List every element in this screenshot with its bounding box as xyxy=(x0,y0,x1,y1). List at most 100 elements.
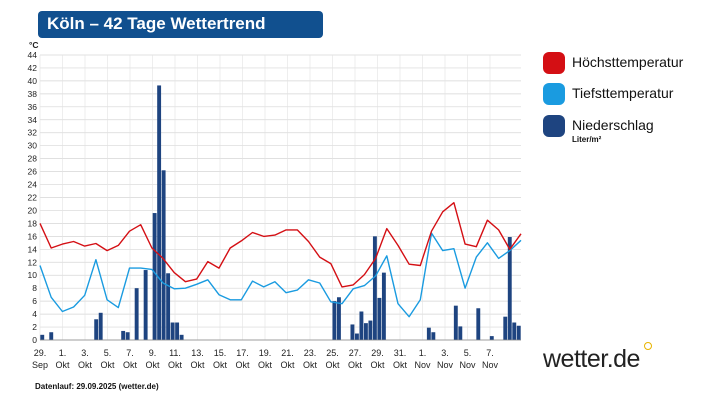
x-tick-month: Okt xyxy=(55,360,70,370)
x-tick-day: 3. xyxy=(441,348,449,358)
precipitation-bar xyxy=(121,330,126,340)
legend-precip-unit: Liter/m² xyxy=(572,135,602,144)
x-tick-month: Okt xyxy=(78,360,93,370)
x-tick-month: Okt xyxy=(145,360,160,370)
x-tick-month: Okt xyxy=(325,360,340,370)
precipitation-bar xyxy=(368,320,373,340)
y-tick-label: 24 xyxy=(28,180,38,190)
precipitation-bar xyxy=(516,325,521,340)
x-tick-day: 1. xyxy=(59,348,67,358)
precipitation-bar xyxy=(40,334,45,340)
legend-swatch-min xyxy=(543,83,565,105)
y-axis-unit: °C xyxy=(29,40,39,50)
precipitation-bar xyxy=(426,327,431,340)
y-tick-label: 42 xyxy=(28,63,38,73)
chart-title: Köln – 42 Tage Wettertrend xyxy=(47,14,266,33)
x-tick-day: 23. xyxy=(304,348,317,358)
precipitation-bar xyxy=(359,311,364,340)
legend-swatch-max xyxy=(543,52,565,74)
x-tick-day: 25. xyxy=(326,348,339,358)
precipitation-bar xyxy=(332,301,337,340)
precipitation-bar xyxy=(170,322,175,340)
x-tick-month: Sep xyxy=(32,360,48,370)
precipitation-bar xyxy=(125,332,130,340)
x-tick-day: 15. xyxy=(214,348,227,358)
x-tick-month: Okt xyxy=(190,360,205,370)
legend-label-max: Höchsttemperatur xyxy=(572,54,684,70)
x-tick-day: 7. xyxy=(126,348,134,358)
x-tick-day: 13. xyxy=(191,348,204,358)
x-tick-day: 1. xyxy=(419,348,427,358)
precipitation-bar xyxy=(354,333,359,340)
precipitation-bar xyxy=(179,334,184,340)
precipitation-bar xyxy=(507,237,512,340)
y-tick-label: 16 xyxy=(28,231,38,241)
x-tick-day: 11. xyxy=(169,348,181,358)
brand-logo: wetter.de xyxy=(543,345,640,373)
title-banner: Köln – 42 Tage Wettertrend xyxy=(38,11,323,38)
x-tick-month: Okt xyxy=(213,360,228,370)
y-tick-label: 10 xyxy=(28,270,38,280)
precipitation-bar xyxy=(161,170,166,340)
precipitation-bar xyxy=(157,85,162,341)
precipitation-bar xyxy=(512,322,517,340)
y-tick-label: 12 xyxy=(28,257,38,267)
precipitation-bar xyxy=(458,326,463,340)
x-tick-month: Nov xyxy=(414,360,431,370)
x-tick-month: Okt xyxy=(123,360,138,370)
x-tick-day: 19. xyxy=(259,348,272,358)
precipitation-bar xyxy=(431,332,436,340)
x-tick-month: Okt xyxy=(303,360,318,370)
precipitation-bar xyxy=(152,213,157,340)
y-tick-label: 22 xyxy=(28,193,38,203)
y-tick-label: 40 xyxy=(28,76,38,86)
x-tick-month: Nov xyxy=(482,360,499,370)
x-tick-month: Okt xyxy=(235,360,250,370)
x-tick-day: 27. xyxy=(349,348,362,358)
brand-dot-icon xyxy=(644,342,652,350)
x-tick-day: 29. xyxy=(371,348,384,358)
y-tick-label: 26 xyxy=(28,167,38,177)
footer-data-run: Datenlauf: 29.09.2025 (wetter.de) xyxy=(35,382,159,391)
x-tick-month: Okt xyxy=(370,360,385,370)
x-tick-month: Nov xyxy=(459,360,476,370)
y-tick-label: 32 xyxy=(28,128,38,138)
x-tick-month: Okt xyxy=(393,360,408,370)
x-tick-day: 29. xyxy=(34,348,47,358)
y-tick-label: 18 xyxy=(28,218,38,228)
x-tick-month: Okt xyxy=(258,360,273,370)
legend-swatch-precip xyxy=(543,115,565,137)
y-tick-label: 4 xyxy=(32,309,37,319)
precipitation-bar xyxy=(166,273,171,340)
precipitation-bar xyxy=(381,272,386,340)
x-tick-month: Okt xyxy=(168,360,183,370)
precipitation-bar xyxy=(350,324,355,340)
x-tick-month: Nov xyxy=(437,360,454,370)
y-tick-label: 44 xyxy=(28,50,38,60)
y-tick-label: 14 xyxy=(28,244,38,254)
precipitation-bar xyxy=(94,319,99,340)
precipitation-bar xyxy=(372,236,377,340)
x-tick-day: 5. xyxy=(104,348,112,358)
y-tick-label: 20 xyxy=(28,205,38,215)
min-temperature-line xyxy=(39,232,522,318)
y-tick-label: 38 xyxy=(28,89,38,99)
y-tick-label: 36 xyxy=(28,102,38,112)
precipitation-bar xyxy=(476,308,481,340)
precipitation-bar xyxy=(49,332,54,340)
x-tick-month: Okt xyxy=(100,360,115,370)
precipitation-bar xyxy=(175,322,180,340)
precipitation-bar xyxy=(453,305,458,340)
x-tick-day: 21. xyxy=(281,348,294,358)
legend-label-precip: Niederschlag xyxy=(572,117,654,133)
x-tick-month: Okt xyxy=(280,360,295,370)
precipitation-bar xyxy=(377,297,382,340)
precipitation-bar xyxy=(363,323,368,340)
precipitation-bar xyxy=(336,297,341,340)
y-tick-label: 28 xyxy=(28,154,38,164)
max-temperature-line xyxy=(39,201,522,288)
y-tick-label: 6 xyxy=(32,296,37,306)
precipitation-bar xyxy=(143,270,148,340)
x-tick-day: 5. xyxy=(464,348,472,358)
